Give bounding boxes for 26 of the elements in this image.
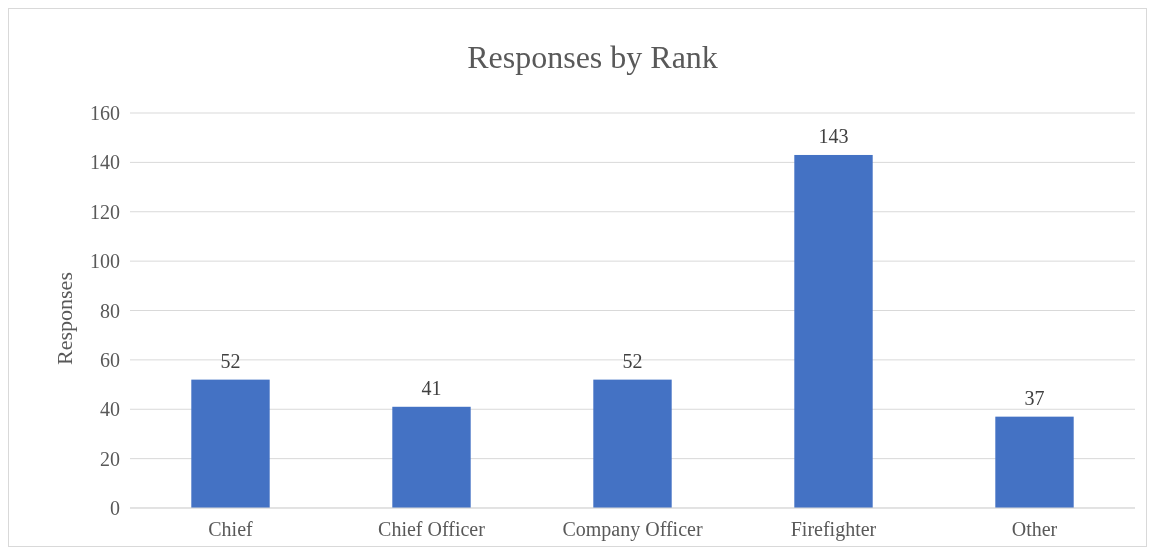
x-tick-label: Firefighter [790, 518, 877, 541]
bar [191, 379, 270, 508]
y-tick-label: 20 [100, 447, 120, 470]
y-axis-title: Responses [52, 272, 77, 365]
bar [995, 416, 1074, 508]
y-tick-label: 60 [100, 348, 120, 371]
bar [794, 154, 873, 508]
y-tick-label: 140 [90, 151, 120, 174]
chart-title: Responses by Rank [467, 39, 718, 75]
x-tick-label: Chief Officer [378, 518, 486, 540]
bar [593, 379, 672, 508]
y-tick-label: 120 [90, 200, 120, 223]
data-label: 52 [622, 349, 643, 372]
data-label: 52 [220, 349, 241, 372]
x-tick-label: Chief [208, 518, 254, 540]
y-tick-label: 160 [90, 102, 120, 124]
x-tick-label: Company Officer [562, 518, 703, 541]
y-tick-label: 40 [100, 398, 120, 421]
data-label: 41 [421, 376, 442, 399]
bar [392, 406, 471, 508]
x-tick-label: Other [1011, 518, 1058, 540]
y-tick-label: 80 [100, 299, 120, 322]
data-label: 37 [1024, 386, 1045, 409]
y-tick-label: 0 [110, 497, 120, 519]
y-tick-label: 100 [90, 250, 120, 273]
data-label: 143 [818, 124, 849, 147]
